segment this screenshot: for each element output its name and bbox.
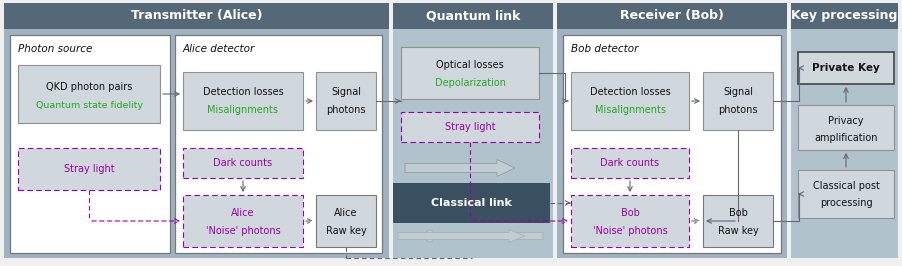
FancyBboxPatch shape: [557, 29, 787, 258]
FancyBboxPatch shape: [798, 52, 894, 84]
Text: amplification: amplification: [815, 133, 878, 143]
Text: Photon source: Photon source: [18, 44, 92, 54]
FancyBboxPatch shape: [703, 195, 773, 247]
Text: Bob detector: Bob detector: [571, 44, 639, 54]
FancyBboxPatch shape: [316, 72, 376, 130]
Text: Privacy: Privacy: [828, 116, 864, 126]
Text: Receiver (Bob): Receiver (Bob): [620, 10, 724, 23]
Text: Signal: Signal: [723, 87, 753, 97]
FancyBboxPatch shape: [183, 72, 303, 130]
Text: Dark counts: Dark counts: [214, 158, 272, 168]
Text: Detection losses: Detection losses: [203, 87, 283, 97]
Text: QKD photon pairs: QKD photon pairs: [46, 82, 133, 92]
Text: Misalignments: Misalignments: [207, 105, 279, 115]
Text: Alice: Alice: [231, 208, 254, 218]
Text: Private Key: Private Key: [812, 63, 879, 73]
FancyBboxPatch shape: [571, 195, 689, 247]
Text: Raw key: Raw key: [718, 226, 759, 236]
FancyBboxPatch shape: [571, 72, 689, 130]
Text: Transmitter (Alice): Transmitter (Alice): [131, 10, 262, 23]
FancyBboxPatch shape: [798, 170, 894, 218]
FancyBboxPatch shape: [571, 148, 689, 178]
FancyBboxPatch shape: [18, 148, 160, 190]
Text: Bob: Bob: [729, 208, 748, 218]
FancyBboxPatch shape: [563, 35, 781, 253]
FancyBboxPatch shape: [10, 35, 170, 253]
Text: Depolarization: Depolarization: [435, 78, 505, 88]
Text: Quantum link: Quantum link: [426, 10, 520, 23]
Text: Bob: Bob: [621, 208, 640, 218]
FancyArrow shape: [416, 230, 543, 243]
FancyBboxPatch shape: [4, 29, 389, 258]
FancyBboxPatch shape: [393, 29, 553, 258]
Text: Stray light: Stray light: [445, 122, 495, 132]
Text: Stray light: Stray light: [64, 164, 115, 174]
FancyBboxPatch shape: [4, 3, 389, 29]
FancyBboxPatch shape: [401, 112, 539, 142]
FancyBboxPatch shape: [183, 195, 303, 247]
FancyBboxPatch shape: [183, 148, 303, 178]
Text: 'Noise' photons: 'Noise' photons: [593, 226, 667, 236]
FancyBboxPatch shape: [393, 3, 553, 29]
Text: Optical losses: Optical losses: [437, 60, 504, 70]
Text: Classical post: Classical post: [813, 181, 879, 191]
FancyBboxPatch shape: [401, 47, 539, 99]
FancyBboxPatch shape: [393, 183, 550, 223]
FancyArrow shape: [398, 230, 525, 243]
Text: photons: photons: [327, 105, 365, 115]
Text: Alice detector: Alice detector: [183, 44, 255, 54]
Text: processing: processing: [820, 198, 872, 208]
FancyBboxPatch shape: [703, 72, 773, 130]
FancyBboxPatch shape: [557, 3, 787, 29]
Text: Detection losses: Detection losses: [590, 87, 670, 97]
Text: 'Noise' photons: 'Noise' photons: [206, 226, 281, 236]
Text: Raw key: Raw key: [326, 226, 366, 236]
Text: Signal: Signal: [331, 87, 361, 97]
FancyBboxPatch shape: [791, 29, 898, 258]
Text: photons: photons: [718, 105, 758, 115]
FancyBboxPatch shape: [316, 195, 376, 247]
Text: Misalignments: Misalignments: [594, 105, 666, 115]
Text: Key processing: Key processing: [791, 10, 897, 23]
FancyBboxPatch shape: [798, 105, 894, 150]
FancyBboxPatch shape: [791, 3, 898, 29]
Text: Dark counts: Dark counts: [601, 158, 659, 168]
Text: Classical link: Classical link: [431, 198, 512, 208]
Text: Alice: Alice: [335, 208, 358, 218]
FancyBboxPatch shape: [175, 35, 382, 253]
FancyArrow shape: [405, 160, 515, 177]
Text: Quantum state fidelity: Quantum state fidelity: [35, 101, 143, 110]
FancyBboxPatch shape: [18, 65, 160, 123]
